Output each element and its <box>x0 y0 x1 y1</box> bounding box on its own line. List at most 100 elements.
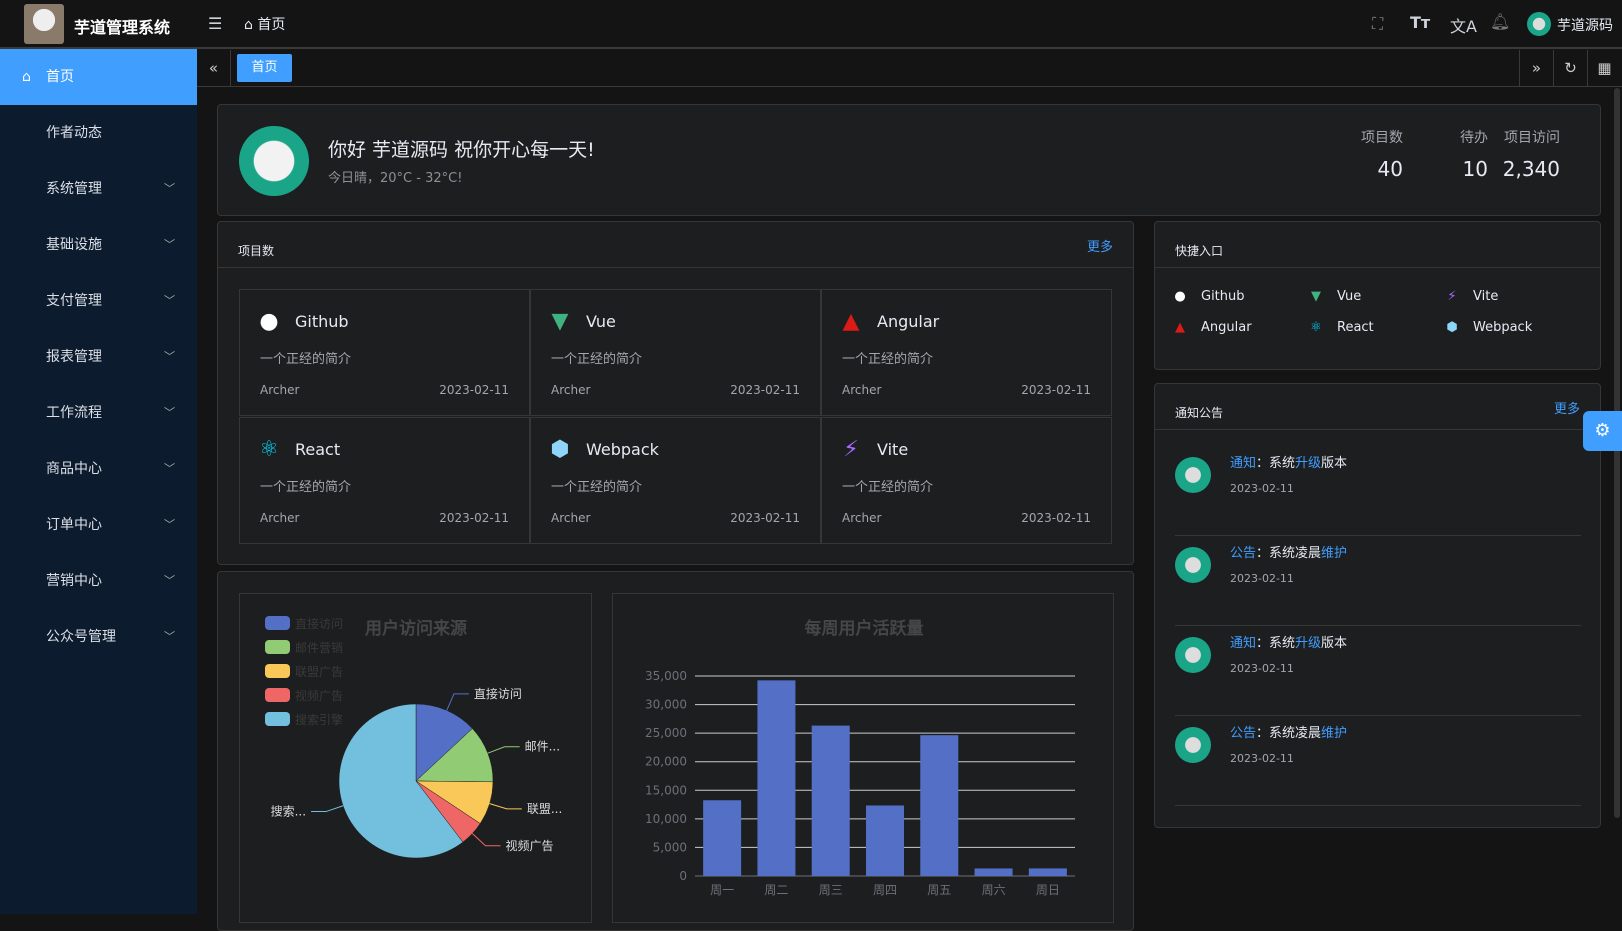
top-header: 芋道管理系统 ☰ ⌂ 首页 ⛶ Tт 文A 🔔︎ 芋道源码 <box>0 0 1622 49</box>
breadcrumb[interactable]: ⌂ 首页 <box>244 14 285 34</box>
pie-slice[interactable] <box>415 703 473 782</box>
legend-label[interactable]: 搜索引擎 <box>295 712 343 727</box>
sidebar-item-label: 支付管理 <box>46 293 102 309</box>
project-card[interactable]: ● Github 一个正经的简介 Archer 2023-02-11 <box>239 289 530 416</box>
more-link[interactable]: 更多 <box>1086 240 1113 255</box>
sidebar-item-label: 工作流程 <box>46 405 102 421</box>
notice-type: 通知 <box>1230 456 1257 471</box>
refresh-icon[interactable]: ↻ <box>1553 50 1587 86</box>
sidebar-item-label: 报表管理 <box>46 349 102 365</box>
chevron-down-icon: ﹀ <box>164 574 175 587</box>
shortcut-react[interactable]: ⚛ React <box>1307 320 1374 335</box>
project-name: Github <box>295 312 349 331</box>
stat-value: 10 <box>1462 157 1488 181</box>
notice-post: 版本 <box>1321 636 1348 651</box>
project-card[interactable]: ⚡ Vite 一个正经的简介 Archer 2023-02-11 <box>821 417 1112 544</box>
project-card[interactable]: ⬢ Webpack 一个正经的简介 Archer 2023-02-11 <box>530 417 821 544</box>
tab-bar: « 首页 » ↻ ▦ <box>197 50 1622 87</box>
slice-label: 直接访问 <box>474 686 522 701</box>
y-tick-label: 25,000 <box>645 726 687 740</box>
legend-swatch[interactable] <box>265 688 290 702</box>
scrollbar[interactable] <box>1614 88 1620 818</box>
legend-swatch[interactable] <box>265 640 290 654</box>
legend-label[interactable]: 联盟广告 <box>295 665 343 679</box>
more-link[interactable]: 更多 <box>1553 402 1580 417</box>
shortcut-vite[interactable]: ⚡ Vite <box>1443 289 1498 304</box>
chevron-down-icon: ﹀ <box>164 350 175 363</box>
legend-swatch[interactable] <box>265 712 290 726</box>
project-card[interactable]: ▼ Vue 一个正经的简介 Archer 2023-02-11 <box>530 289 821 416</box>
user-avatar[interactable] <box>1527 12 1551 36</box>
card-header: 项目数 更多 <box>218 222 1133 268</box>
shortcut-webpack[interactable]: ⬢ Webpack <box>1443 320 1532 335</box>
bar[interactable] <box>866 805 904 876</box>
grid-menu-icon[interactable]: ▦ <box>1587 50 1621 86</box>
fullscreen-icon[interactable]: ⛶ <box>1372 14 1384 33</box>
notice-item[interactable]: 公告：系统凌晨维护 2023-02-11 <box>1175 716 1581 806</box>
font-size-icon[interactable]: Tт <box>1410 13 1431 32</box>
sidebar-item[interactable]: 订单中心 ﹀ <box>0 497 197 553</box>
notice-type: 公告 <box>1230 546 1257 561</box>
notice-item[interactable]: 通知：系统升级版本 2023-02-11 <box>1175 626 1581 716</box>
chevron-down-icon: ﹀ <box>164 462 175 475</box>
project-card[interactable]: ⚛ React 一个正经的简介 Archer 2023-02-11 <box>239 417 530 544</box>
sidebar-item[interactable]: 系统管理 ﹀ <box>0 161 197 217</box>
notice-item[interactable]: 公告：系统凌晨维护 2023-02-11 <box>1175 536 1581 626</box>
shortcut-label: Angular <box>1201 320 1252 335</box>
bar[interactable] <box>974 868 1013 876</box>
sidebar-item[interactable]: 基础设施 ﹀ <box>0 217 197 273</box>
scroll-left-icon[interactable]: « <box>197 50 231 86</box>
project-author: Archer <box>260 511 300 525</box>
shortcuts-card: 快捷入口 ● Github ▼ Vue ⚡ Vite ▲ Angular ⚛ React ⬢ Webp… <box>1154 221 1601 370</box>
card-header: 快捷入口 <box>1155 222 1600 268</box>
bar[interactable] <box>1028 868 1067 876</box>
shortcut-angular[interactable]: ▲ Angular <box>1171 320 1252 335</box>
project-desc: 一个正经的简介 <box>842 480 934 495</box>
project-name: React <box>295 440 341 459</box>
github-icon: ● <box>1174 289 1186 304</box>
scroll-right-icon[interactable]: » <box>1519 50 1553 86</box>
greeting: 你好 芋道源码 祝你开心每一天! <box>328 139 595 161</box>
pie-slice[interactable] <box>415 728 494 783</box>
project-card[interactable]: ▲ Angular 一个正经的简介 Archer 2023-02-11 <box>821 289 1112 416</box>
notice-text: 公告：系统凌晨维护 <box>1230 542 1347 561</box>
sidebar-item[interactable]: 报表管理 ﹀ <box>0 329 197 385</box>
tab-home[interactable]: 首页 <box>237 54 292 82</box>
sidebar-item[interactable]: ⌂ 首页 <box>0 49 197 105</box>
breadcrumb-home[interactable]: 首页 <box>257 17 286 33</box>
project-date: 2023-02-11 <box>1021 511 1091 525</box>
legend-label[interactable]: 视频广告 <box>295 688 343 703</box>
bell-icon[interactable]: 🔔︎ <box>1490 12 1511 31</box>
legend-swatch[interactable] <box>265 616 290 630</box>
menu-collapse-icon[interactable]: ☰ <box>208 14 223 33</box>
card-header: 通知公告 更多 <box>1155 384 1600 430</box>
y-tick-label: 15,000 <box>645 783 687 797</box>
bar[interactable] <box>757 680 796 876</box>
shortcut-github[interactable]: ● Github <box>1171 289 1244 304</box>
notice-date: 2023-02-11 <box>1230 572 1294 585</box>
settings-gear-icon[interactable]: ⚙ <box>1583 411 1622 451</box>
sidebar-item-label: 系统管理 <box>46 181 102 197</box>
vite-icon: ⚡ <box>1447 289 1457 304</box>
legend-swatch[interactable] <box>265 664 290 678</box>
sidebar-item-label: 商品中心 <box>46 461 102 477</box>
sidebar-item[interactable]: 支付管理 ﹀ <box>0 273 197 329</box>
label-line <box>311 805 344 813</box>
notice-avatar <box>1175 547 1211 583</box>
bar[interactable] <box>703 800 742 876</box>
bar[interactable] <box>920 735 959 876</box>
project-author: Archer <box>551 383 591 397</box>
sidebar-item[interactable]: 作者动态 <box>0 105 197 161</box>
sidebar-item[interactable]: 工作流程 ﹀ <box>0 385 197 441</box>
sidebar-item[interactable]: 营销中心 ﹀ <box>0 553 197 609</box>
sidebar-item[interactable]: 商品中心 ﹀ <box>0 441 197 497</box>
legend-label[interactable]: 邮件营销 <box>295 641 343 655</box>
bar[interactable] <box>811 725 850 876</box>
notice-item[interactable]: 通知：系统升级版本 2023-02-11 <box>1175 446 1581 536</box>
shortcut-vue[interactable]: ▼ Vue <box>1307 289 1361 304</box>
sidebar-item[interactable]: 公众号管理 ﹀ <box>0 609 197 665</box>
translate-icon[interactable]: 文A <box>1450 17 1477 36</box>
username[interactable]: 芋道源码 <box>1557 18 1613 34</box>
x-tick-label: 周五 <box>927 883 951 897</box>
legend-label[interactable]: 直接访问 <box>295 616 343 631</box>
